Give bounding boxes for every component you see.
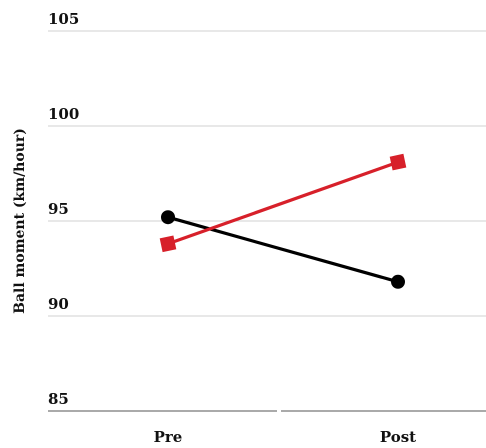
x-tick-labels: Pre Post [154,428,417,446]
series-0-point-0 [161,210,175,225]
gridlines [48,30,486,412]
y-tick-label-105: 105 [48,10,79,28]
y-axis-label: Ball moment (km/hour) [12,128,28,314]
y-tick-label-90: 90 [48,295,69,313]
series-lines [159,153,407,289]
y-tick-label-95: 95 [48,200,69,218]
y-tick-label-85: 85 [48,390,69,408]
x-tick-label-pre: Pre [154,428,183,446]
x-tick-label-post: Post [380,428,416,446]
y-tick-labels: 85 90 95 100 105 [48,10,79,408]
series-0-point-1 [391,274,405,289]
series-0-line [167,215,399,284]
y-tick-label-100: 100 [48,105,79,123]
series-1-point-0 [159,235,177,253]
series-1-line [167,160,399,246]
series-1-point-1 [389,153,407,171]
